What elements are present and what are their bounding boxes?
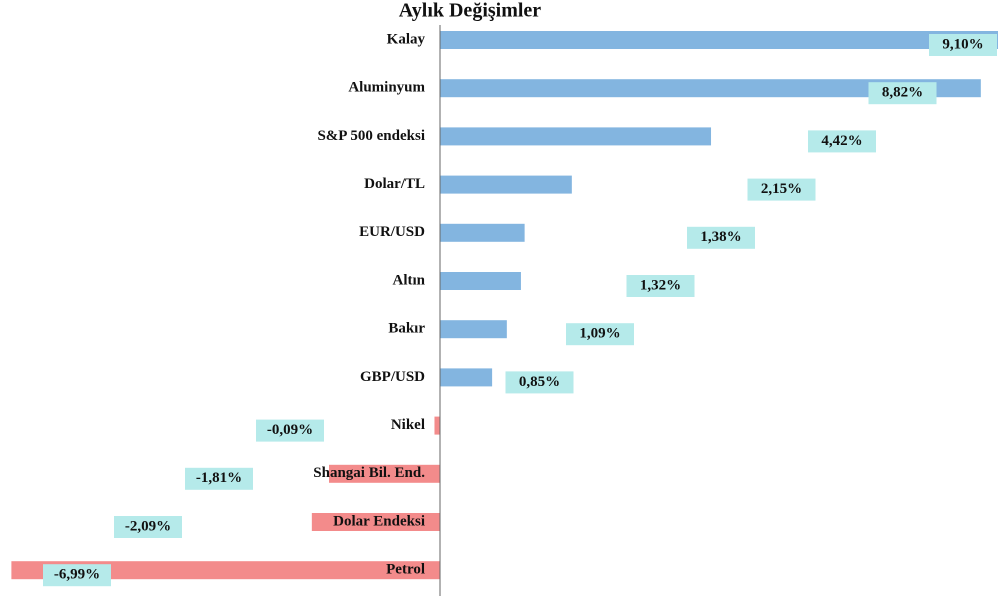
category-label: GBP/USD [360,369,425,385]
value-label-bg [808,130,876,153]
value-label-bg [43,564,111,587]
value-label: -6,99% [54,567,100,583]
value-label: 1,32% [640,277,681,293]
value-label-bg [505,371,574,394]
bar [11,561,441,580]
value-label: -2,09% [125,518,171,534]
value-label: -1,81% [196,470,242,486]
value-label-bg [185,467,253,490]
value-label-bg [566,323,634,346]
category-label: Dolar/TL [364,176,425,192]
value-label: 0,85% [519,374,560,390]
value-label: 8,82% [882,85,923,101]
bar [440,31,998,49]
category-label: Altın [392,272,425,288]
category-label: Bakır [388,321,425,337]
bar [440,223,525,242]
value-label: 4,42% [821,133,862,149]
value-label-bg [929,34,997,56]
value-label-bg [868,82,937,105]
value-label-bg [687,226,755,249]
category-label: EUR/USD [359,224,425,240]
category-label: Petrol [386,562,425,578]
chart-title: Aylık Değişimler [399,0,542,22]
value-label-bg [114,516,182,538]
category-label: Shangai Bil. End. [313,465,425,481]
bar [440,320,507,339]
value-label: 9,10% [942,36,983,52]
value-label-bg [626,275,695,297]
bar [329,464,440,483]
category-label: Kalay [387,31,426,47]
category-label: Aluminyum [348,80,425,96]
bar [434,416,440,435]
bar [440,272,521,290]
value-label: 1,38% [700,229,741,245]
bar [440,127,712,146]
value-label: -0,09% [267,422,313,438]
value-label-bg [256,419,324,442]
bar [440,79,981,98]
category-label: Nikel [391,417,425,433]
category-label: S&P 500 endeksi [317,128,425,144]
category-label: Dolar Endeksi [333,513,425,529]
bar [440,175,572,194]
value-label: 1,09% [579,326,620,342]
value-label: 2,15% [761,181,802,197]
value-label-bg [747,178,816,201]
bar [311,513,440,531]
bar [440,368,493,387]
